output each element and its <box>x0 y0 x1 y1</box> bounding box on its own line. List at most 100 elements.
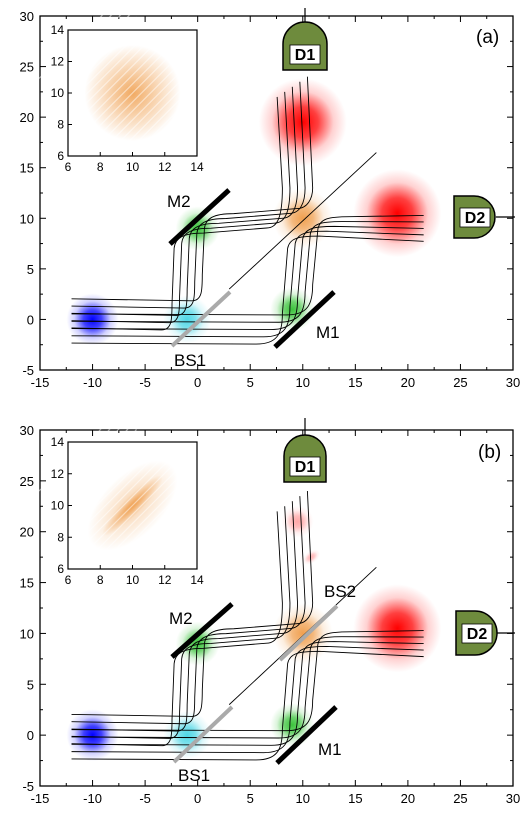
main-axes-a: -15 -10 -5 0 5 10 15 20 25 30 -5 0 5 10 15 20 25 30 <box>20 9 521 390</box>
y-tick-label: 5 <box>27 262 34 277</box>
detector-d2: D2 <box>453 195 515 239</box>
inset-y-tick-label: 14 <box>51 23 65 37</box>
x-tick-label: 5 <box>247 791 254 806</box>
pulse-m1 <box>270 702 315 747</box>
inset-y-tick-label: 10 <box>51 86 65 100</box>
x-tick-label: -15 <box>31 791 50 806</box>
pulse-bs1 <box>163 295 212 344</box>
x-tick-label: 25 <box>453 375 467 390</box>
beamsplitter-bs1 <box>172 705 234 764</box>
x-tick-label: 10 <box>296 375 310 390</box>
panel-label-a: (a) <box>476 27 499 48</box>
label-d1: D1 <box>295 47 316 64</box>
panel-label-b: (b) <box>478 442 501 463</box>
pulse-input <box>66 293 119 346</box>
x-tick-label: 25 <box>453 791 467 806</box>
x-tick-label: -15 <box>31 375 50 390</box>
label-m2: M2 <box>169 609 193 628</box>
beam-trajectory <box>71 496 306 725</box>
inset-y-tick-label: 6 <box>57 562 64 576</box>
y-tick-label: 10 <box>20 211 34 226</box>
x-tick-label: 30 <box>506 791 520 806</box>
pulse-output-up <box>258 78 347 167</box>
beamsplitter-bs1 <box>170 290 232 348</box>
detector-d2: D2 <box>455 610 515 656</box>
beam-trajectory <box>71 225 424 330</box>
beam-trajectory <box>71 235 424 345</box>
pulse-m2 <box>175 206 220 251</box>
label-m1: M1 <box>318 740 342 759</box>
detector-d1: D1 <box>282 8 328 71</box>
pulse-output-residual <box>302 549 321 565</box>
beam-trajectory <box>71 641 424 746</box>
y-tick-label: 25 <box>20 60 34 75</box>
inset-y-tick-label: 14 <box>51 435 65 449</box>
inset-y-tick-label: 6 <box>57 149 64 163</box>
x-tick-label: 15 <box>348 791 362 806</box>
mirror-m2 <box>168 188 231 246</box>
x-tick-label: -5 <box>139 375 151 390</box>
inset-x-tick-label: 12 <box>158 573 172 587</box>
y-tick-label: 15 <box>20 161 34 176</box>
pulse-output-right <box>353 169 442 258</box>
inset-b: 6 8 10 12 14 6 8 10 12 14 <box>38 411 227 600</box>
beam-trajectory <box>71 636 424 739</box>
inset-y-tick-label: 12 <box>51 467 65 481</box>
beam-trajectory <box>71 221 424 323</box>
y-tick-label: -5 <box>22 779 34 794</box>
pulse-layer <box>66 78 442 346</box>
pulse-m1 <box>270 287 315 332</box>
label-bs1: BS1 <box>174 351 206 370</box>
beam-paths <box>71 76 424 345</box>
y-tick-label: 0 <box>27 312 34 327</box>
inset-x-tick-label: 10 <box>126 160 140 174</box>
beam-trajectory <box>71 645 424 754</box>
label-bs2: BS2 <box>324 582 356 601</box>
beam-trajectory <box>71 501 298 732</box>
x-tick-label: 30 <box>506 375 520 390</box>
label-d2: D2 <box>465 210 486 227</box>
inset-x-tick-label: 8 <box>97 573 104 587</box>
label-m1: M1 <box>316 323 340 342</box>
x-tick-label: -10 <box>83 791 102 806</box>
beam-trajectory <box>71 650 424 761</box>
y-tick-label: 30 <box>20 423 34 438</box>
pulse-output-right <box>353 584 442 673</box>
y-tick-label: 20 <box>20 525 34 540</box>
inset-x-tick-label: 12 <box>158 160 172 174</box>
pulse-m2 <box>175 621 220 666</box>
detector-d1: D1 <box>283 418 327 483</box>
label-d2: D2 <box>467 626 488 643</box>
beam-trajectory <box>71 215 424 316</box>
y-tick-label: 5 <box>27 677 34 692</box>
y-tick-label: -5 <box>22 363 34 378</box>
label-m2: M2 <box>167 192 191 211</box>
beamsplitter-bs2 <box>278 604 339 662</box>
inset-x-tick-label: 10 <box>126 573 140 587</box>
beam-trajectory <box>71 630 424 732</box>
x-tick-label: -10 <box>83 375 102 390</box>
inset-x-tick-label: 14 <box>190 160 204 174</box>
x-tick-label: 20 <box>401 791 415 806</box>
beam-trajectory <box>71 76 314 302</box>
y-tick-label: 0 <box>27 728 34 743</box>
inset-y-tick-label: 8 <box>57 118 64 132</box>
beam-trajectory <box>71 86 298 316</box>
main-axes-b: -15 -10 -5 0 5 10 15 20 25 30 -5 0 5 10 15 20 25 30 <box>20 423 521 806</box>
beam-trajectory <box>228 152 377 290</box>
inset-a: 6 8 10 12 14 6 8 10 12 14 <box>38 0 227 188</box>
panel-b: M2 M1 BS1 BS2 D1 D2 (b) -15 -10 -5 0 5 10 15 20… <box>20 411 521 806</box>
beam-trajectory <box>71 511 283 747</box>
x-tick-label: 5 <box>247 375 254 390</box>
panel-a: M2 M1 BS1 D1 D2 (a) -15 -10 -5 0 5 10 15 20 25 30… <box>20 0 521 390</box>
pulse-output-up <box>281 505 314 538</box>
y-tick-label: 30 <box>20 9 34 24</box>
inset-y-tick-label: 8 <box>57 530 64 544</box>
inset-x-tick-label: 8 <box>97 160 104 174</box>
inset-x-tick-label: 6 <box>65 160 72 174</box>
y-tick-label: 10 <box>20 626 34 641</box>
beam-trajectory <box>71 230 424 338</box>
inset-y-tick-label: 10 <box>51 499 65 513</box>
x-tick-label: -5 <box>139 791 151 806</box>
